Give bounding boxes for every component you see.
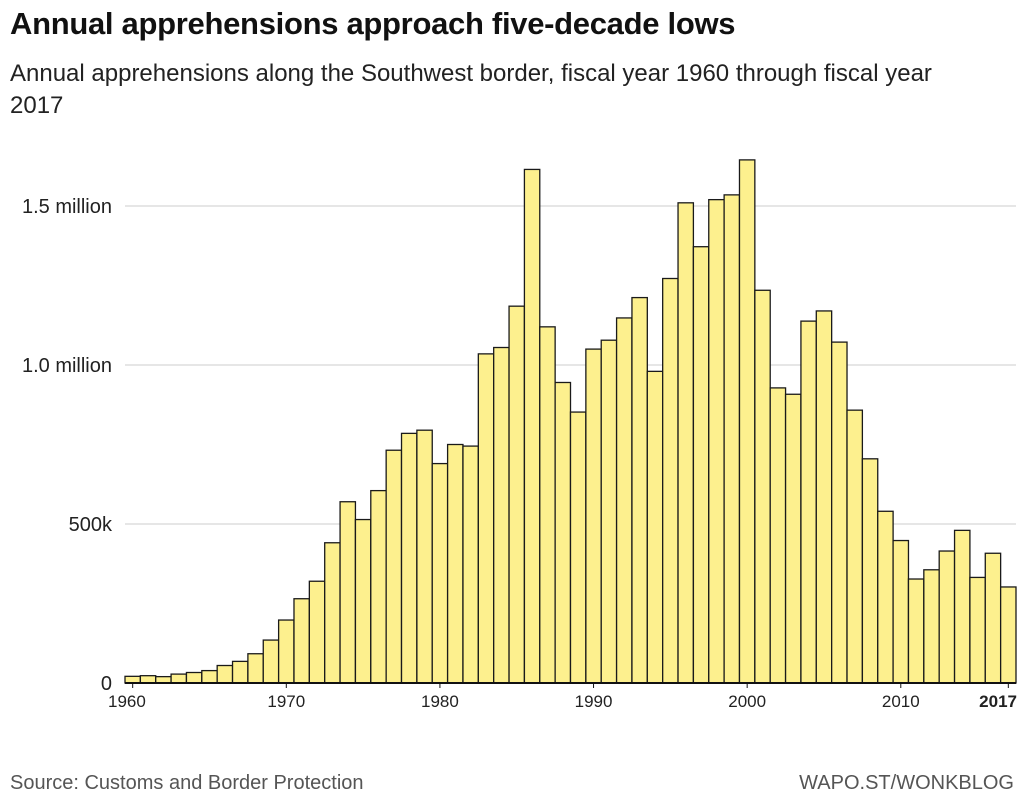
x-tick-labels: 1960 1970 1980 1990 2000 2010 2017 bbox=[108, 692, 1017, 711]
bar-2012 bbox=[923, 569, 940, 684]
bar-1986 bbox=[523, 168, 541, 684]
bar-2011 bbox=[907, 578, 925, 684]
y-tick-label: 0 bbox=[101, 673, 112, 695]
x-tick-label: 1990 bbox=[575, 692, 613, 711]
x-tick-label: 2010 bbox=[882, 692, 920, 711]
bar-1978 bbox=[400, 432, 418, 684]
credit-link[interactable]: WAPO.ST/WONKBLOG bbox=[799, 772, 1014, 794]
bar-1966 bbox=[216, 664, 234, 684]
bar-1983 bbox=[477, 353, 495, 684]
bar-1982 bbox=[462, 445, 479, 684]
bar-2006 bbox=[831, 341, 848, 684]
bar-1976 bbox=[370, 489, 387, 684]
x-tick-label: 1960 bbox=[108, 692, 146, 711]
bar-1999 bbox=[723, 194, 741, 684]
bar-1964 bbox=[185, 671, 203, 684]
bar-1973 bbox=[324, 542, 341, 684]
bar-1993 bbox=[631, 296, 648, 684]
bar-1980 bbox=[431, 462, 449, 684]
bar-1961 bbox=[139, 675, 157, 684]
bar-1989 bbox=[569, 411, 587, 684]
chart-title: Annual apprehensions approach five-decad… bbox=[10, 6, 736, 41]
bar-1985 bbox=[508, 305, 526, 684]
bar-2016 bbox=[984, 552, 1002, 684]
bar-1968 bbox=[247, 653, 264, 684]
bar-2005 bbox=[815, 310, 833, 684]
bar-2007 bbox=[846, 409, 864, 684]
chart-subtitle: Annual apprehensions along the Southwest… bbox=[10, 60, 932, 119]
bar-1972 bbox=[308, 580, 326, 684]
bar-1967 bbox=[231, 660, 249, 684]
bar-2001 bbox=[754, 289, 771, 684]
bar-1975 bbox=[354, 518, 372, 684]
bar-1997 bbox=[692, 246, 710, 684]
bar-1992 bbox=[615, 317, 633, 684]
source-note: Source: Customs and Border Protection bbox=[10, 772, 364, 794]
bar-1977 bbox=[385, 449, 403, 684]
bar-1995 bbox=[662, 277, 679, 684]
bar-1970 bbox=[277, 619, 295, 684]
bar-1998 bbox=[708, 198, 725, 684]
bar-2013 bbox=[938, 550, 956, 684]
bar-1971 bbox=[293, 598, 310, 684]
bar-1974 bbox=[339, 501, 357, 684]
bars bbox=[124, 159, 1017, 684]
bar-2004 bbox=[800, 320, 817, 684]
y-tick-labels: 0 500k 1.0 million 1.5 million bbox=[22, 196, 113, 695]
x-tick-label: 2017 bbox=[979, 692, 1017, 711]
bar-2010 bbox=[892, 539, 910, 684]
bar-1963 bbox=[170, 673, 188, 684]
x-axis bbox=[125, 682, 1016, 688]
bar-1987 bbox=[539, 326, 556, 684]
bar-1994 bbox=[646, 370, 664, 684]
bar-1981 bbox=[446, 443, 464, 684]
bar-2014 bbox=[953, 529, 971, 684]
bar-2002 bbox=[769, 387, 787, 684]
bar-1965 bbox=[201, 669, 218, 684]
bar-1991 bbox=[600, 339, 618, 684]
bar-1960 bbox=[124, 675, 142, 684]
x-tick-label: 1980 bbox=[421, 692, 459, 711]
bar-1979 bbox=[416, 429, 433, 684]
bar-1988 bbox=[554, 381, 572, 684]
y-tick-label: 1.5 million bbox=[22, 196, 112, 218]
bar-2003 bbox=[784, 393, 802, 684]
y-tick-label: 500k bbox=[69, 514, 113, 536]
bar-1996 bbox=[677, 202, 695, 684]
bar-2015 bbox=[969, 576, 986, 684]
bar-2017 bbox=[999, 586, 1017, 684]
bar-1990 bbox=[585, 348, 602, 684]
x-tick-label: 1970 bbox=[267, 692, 305, 711]
x-tick-label: 2000 bbox=[728, 692, 766, 711]
bar-2009 bbox=[877, 510, 894, 684]
bar-1969 bbox=[262, 639, 280, 684]
bar-2008 bbox=[861, 458, 879, 684]
y-tick-label: 1.0 million bbox=[22, 355, 112, 377]
bar-1984 bbox=[493, 346, 510, 684]
bar-2000 bbox=[738, 159, 756, 684]
